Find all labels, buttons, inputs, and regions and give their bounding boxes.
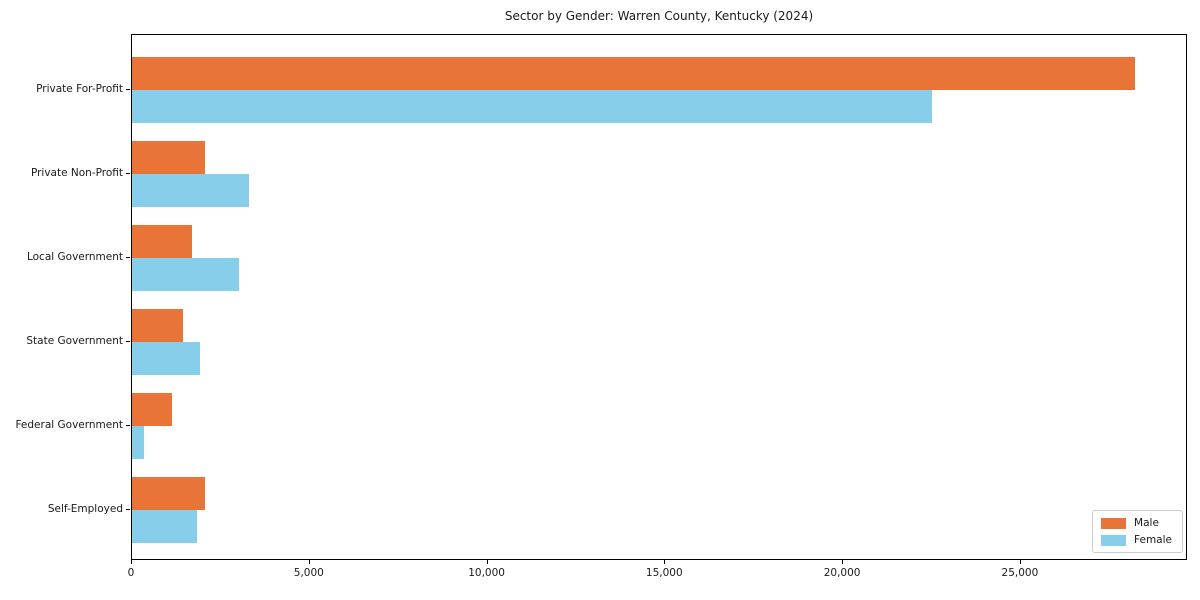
x-tick [131,560,132,564]
bar-female-6 [132,510,198,543]
bar-group [132,225,1186,291]
bar-male-4 [132,309,183,342]
bar-male-2 [132,141,205,174]
x-axis-label: 25,000 [1001,567,1039,579]
y-tick [126,509,130,510]
male-swatch-icon [1101,517,1127,529]
female-swatch-icon [1101,534,1127,546]
x-axis-label: 5,000 [293,567,324,579]
legend: Male Female [1092,510,1183,553]
bar-group [132,309,1186,375]
x-tick [1019,560,1021,564]
bar-male-5 [132,393,172,426]
bar-group [132,141,1186,207]
bar-male-3 [132,225,193,258]
y-tick [126,173,130,174]
y-tick [126,425,130,426]
bar-female-3 [132,258,239,291]
plot-area [131,34,1187,560]
x-axis-label: 0 [127,567,135,579]
y-axis-label: Local Government [26,251,123,263]
legend-label-female: Female [1134,534,1172,546]
x-tick [664,560,666,564]
y-axis-label: Self-Employed [47,503,123,515]
y-tick [126,341,130,342]
bar-female-2 [132,174,250,207]
x-tick [842,560,844,564]
y-tick [126,89,130,90]
y-tick [126,257,130,258]
y-axis-label: State Government [26,335,123,347]
chart-title: Sector by Gender: Warren County, Kentuck… [504,9,814,23]
bar-male-6 [132,477,205,510]
bar-group [132,477,1186,543]
y-axis-label: Private For-Profit [36,83,123,95]
x-tick [486,560,488,564]
bar-female-1 [132,90,932,123]
legend-item-female: Female [1101,534,1172,546]
x-axis-label: 10,000 [468,567,505,579]
legend-label-male: Male [1134,517,1159,529]
bar-male-1 [132,57,1135,90]
bar-group [132,57,1186,123]
bar-group [132,393,1186,459]
bar-female-4 [132,342,200,375]
y-axis-label: Federal Government [15,419,123,431]
legend-item-male: Male [1101,517,1172,529]
y-axis-label: Private Non-Profit [30,167,123,179]
bar-female-5 [132,426,145,459]
x-axis-label: 20,000 [823,567,861,579]
x-tick [308,560,310,564]
x-axis-label: 15,000 [645,567,683,579]
